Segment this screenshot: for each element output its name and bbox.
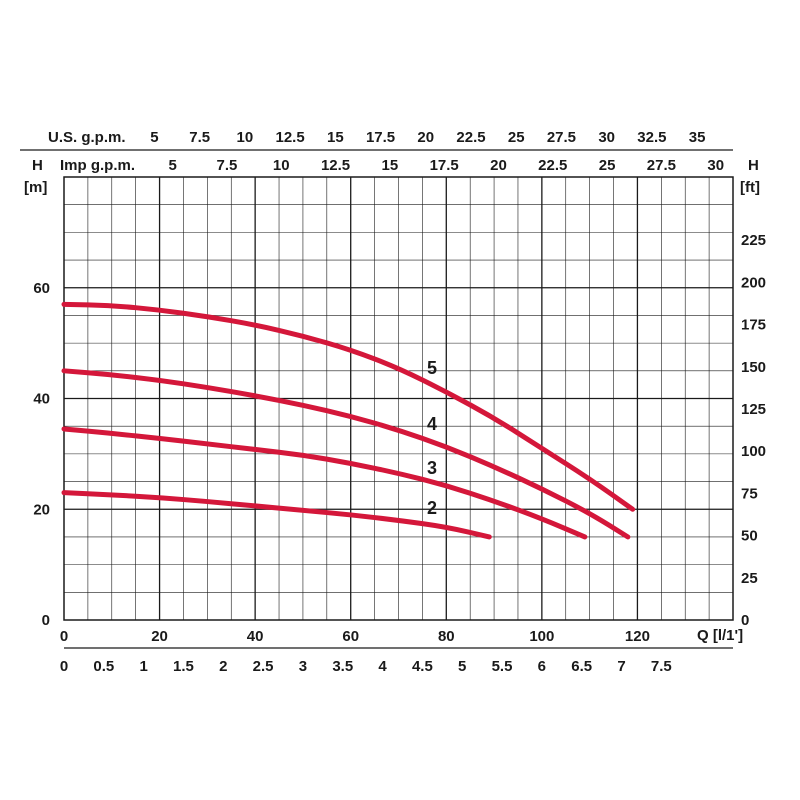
- curves: 5 4 3 2: [61, 301, 636, 540]
- top-usgpm-tick-label: 35: [689, 129, 706, 146]
- x-tick-label: 80: [438, 628, 455, 645]
- y-axis-left-unit: [m]: [24, 179, 47, 196]
- top-usgpm-tick-label: 20: [417, 129, 434, 146]
- bottom-m3h-tick-label: 6: [538, 658, 546, 675]
- top-impgpm-tick-label: 30: [707, 157, 724, 174]
- plot-frame: [63, 176, 734, 621]
- curve-label-2: 2: [427, 498, 437, 518]
- top-usgpm-tick-label: 7.5: [189, 129, 210, 146]
- bottom-m3h-tick-label: 0.5: [93, 658, 114, 675]
- y-left-tick-label: 20: [33, 501, 50, 518]
- top-impgpm-tick-label: 7.5: [216, 157, 237, 174]
- bottom-m3h-tick-label: 0: [60, 658, 68, 675]
- top-impgpm-tick-label: 12.5: [321, 157, 350, 174]
- y-right-tick-label: 200: [741, 274, 766, 291]
- curve-5: [61, 301, 636, 512]
- y-left-tick-label: 40: [33, 391, 50, 408]
- top-impgpm-tick-label: 17.5: [430, 157, 459, 174]
- curve-label-5: 5: [427, 358, 437, 378]
- curve-2: [61, 490, 492, 540]
- top-usgpm-tick-label: 15: [327, 129, 344, 146]
- y-right-tick-label: 150: [741, 359, 766, 376]
- top-usgpm-tick-label: 30: [598, 129, 615, 146]
- y-right-tick-label: 0: [741, 612, 749, 629]
- curve-4: [61, 368, 631, 540]
- y-right-tick-label: 175: [741, 317, 766, 334]
- top-usgpm-tick-label: 10: [237, 129, 254, 146]
- bottom-m3h-tick-label: 4: [378, 658, 387, 675]
- x-tick-label: 40: [247, 628, 264, 645]
- bottom-m3h-tick-label: 3: [299, 658, 307, 675]
- top-usgpm-tick-label: 27.5: [547, 129, 576, 146]
- y-axis-right-unit: [ft]: [740, 179, 760, 196]
- x-tick-label: 60: [342, 628, 359, 645]
- x-axis-label: Q [l/1']: [697, 627, 743, 644]
- bottom-m3h-tick-label: 7.5: [651, 658, 672, 675]
- tick-labels: 0 20 40 60 80 100 1200204060025507510012515017…: [33, 129, 766, 675]
- bottom-m3h-tick-label: 5: [458, 658, 466, 675]
- top-impgpm-tick-label: 20: [490, 157, 507, 174]
- y-axis-left-label: H: [32, 157, 43, 174]
- curve-label-4: 4: [427, 414, 437, 434]
- bottom-m3h-tick-label: 1.5: [173, 658, 194, 675]
- top-impgpm-tick-label: 15: [382, 157, 399, 174]
- top-impgpm-tick-label: 22.5: [538, 157, 567, 174]
- top-axis-usgpm-label: U.S. g.p.m.: [48, 129, 126, 146]
- curve-3: [61, 426, 588, 540]
- y-right-tick-label: 25: [741, 570, 758, 587]
- curve-label-3: 3: [427, 458, 437, 478]
- bottom-m3h-tick-label: 2.5: [253, 658, 274, 675]
- bottom-m3h-tick-label: 7: [617, 658, 625, 675]
- bottom-m3h-tick-label: 6.5: [571, 658, 592, 675]
- y-left-tick-label: 0: [42, 612, 50, 629]
- y-axis-right-label: H: [748, 157, 759, 174]
- top-usgpm-tick-label: 17.5: [366, 129, 395, 146]
- y-right-tick-label: 75: [741, 485, 758, 502]
- bottom-m3h-tick-label: 3.5: [332, 658, 353, 675]
- y-right-tick-label: 225: [741, 232, 766, 249]
- y-left-tick-label: 60: [33, 280, 50, 297]
- bottom-m3h-tick-label: 2: [219, 658, 227, 675]
- x-tick-label: 20: [151, 628, 168, 645]
- grid: [20, 149, 734, 649]
- top-usgpm-tick-label: 5: [150, 129, 158, 146]
- y-right-tick-label: 50: [741, 528, 758, 545]
- top-impgpm-tick-label: 5: [168, 157, 176, 174]
- top-usgpm-tick-label: 22.5: [456, 129, 485, 146]
- y-right-tick-label: 125: [741, 401, 766, 418]
- bottom-m3h-tick-label: 5.5: [492, 658, 513, 675]
- top-impgpm-tick-label: 25: [599, 157, 616, 174]
- x-tick-label: 100: [529, 628, 554, 645]
- y-right-tick-label: 100: [741, 443, 766, 460]
- x-tick-label: 0: [60, 628, 68, 645]
- top-impgpm-tick-label: 27.5: [647, 157, 676, 174]
- bottom-m3h-tick-label: 4.5: [412, 658, 433, 675]
- bottom-m3h-tick-label: 1: [139, 658, 147, 675]
- x-tick-label: 120: [625, 628, 650, 645]
- top-usgpm-tick-label: 32.5: [637, 129, 666, 146]
- top-impgpm-tick-label: 10: [273, 157, 290, 174]
- top-axis-impgpm-label: Imp g.p.m.: [60, 157, 135, 174]
- top-usgpm-tick-label: 12.5: [276, 129, 305, 146]
- top-usgpm-tick-label: 25: [508, 129, 525, 146]
